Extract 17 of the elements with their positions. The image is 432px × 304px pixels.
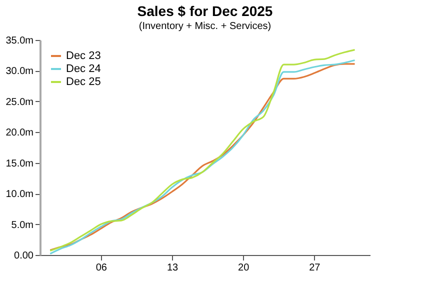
y-tick-label: 35.0m <box>6 36 34 46</box>
y-tick-label: 25.0m <box>6 96 34 108</box>
x-tick-label: 27 <box>309 262 321 274</box>
y-tick-label: 30.0m <box>6 66 34 78</box>
x-tick-label: 06 <box>96 262 108 274</box>
y-tick-label: 20.0m <box>6 128 34 139</box>
legend-label: Dec 23 <box>66 50 101 62</box>
y-tick-label: 5.0m <box>11 220 34 231</box>
chart-subtitle: (Inventory + Misc. + Services) <box>138 21 272 32</box>
y-tick-label: 10.0m <box>6 189 34 200</box>
y-tick-label: 15.0m <box>6 158 34 170</box>
chart-title: Sales $ for Dec 2025 <box>137 3 273 19</box>
x-tick-label: 20 <box>238 262 250 274</box>
x-tick-label: 13 <box>166 262 178 274</box>
legend-label: Dec 25 <box>66 76 101 88</box>
legend-label: Dec 24 <box>66 63 101 75</box>
y-tick-label: 0.00 <box>14 250 34 262</box>
